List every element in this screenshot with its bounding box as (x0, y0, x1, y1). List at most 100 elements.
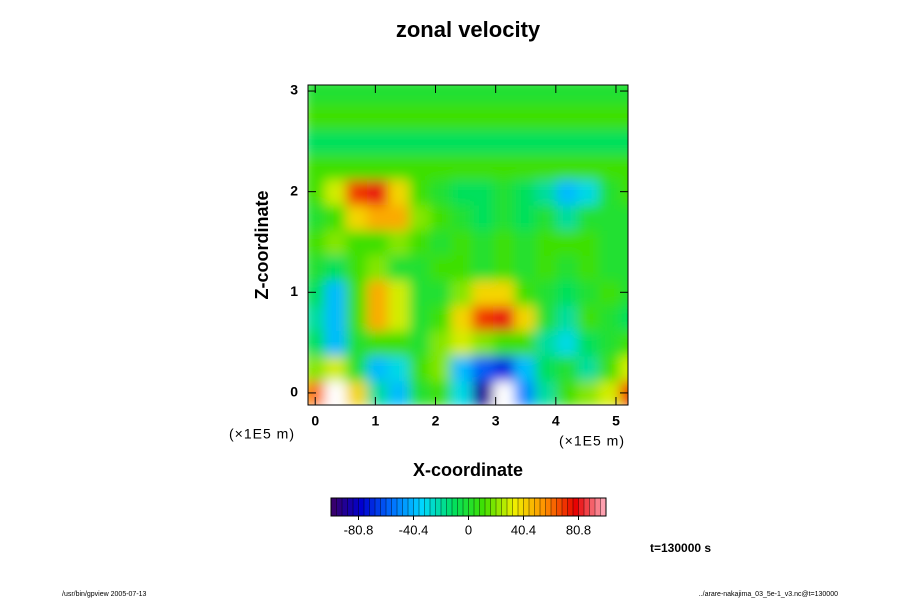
heat-cell (493, 102, 517, 130)
heatmap (308, 85, 628, 405)
heat-cell (535, 203, 559, 231)
heat-cell (451, 253, 475, 281)
heat-cell (514, 329, 538, 357)
heat-cell (556, 278, 580, 306)
heat-cell (308, 102, 327, 130)
heat-cell (430, 329, 454, 357)
heat-cell (472, 253, 496, 281)
colorbar-segment (452, 498, 458, 516)
heat-cell (430, 253, 454, 281)
heat-cell (408, 228, 433, 256)
heat-cell (366, 178, 390, 206)
heat-cell (345, 228, 369, 256)
heat-cell (430, 203, 454, 231)
heat-cell (366, 127, 390, 155)
y-tick-label: 1 (290, 283, 298, 299)
heat-cell (451, 228, 475, 256)
heat-cell (556, 178, 580, 206)
heat-cell (472, 203, 496, 231)
heat-cell (577, 253, 601, 281)
heat-cell (472, 354, 496, 382)
colorbar-segment (446, 498, 453, 516)
heat-cell (556, 354, 580, 382)
colorbar-segment (358, 498, 365, 516)
heat-cell (535, 354, 559, 382)
x-unit: (×1E5 m) (559, 433, 625, 449)
heat-cell (408, 178, 433, 206)
heat-cell (408, 303, 433, 332)
heat-cell (430, 178, 454, 206)
heat-cell (451, 178, 475, 206)
colorbar-segment (534, 498, 541, 516)
heat-cell (556, 253, 580, 281)
colorbar-tick-label: 40.4 (511, 522, 536, 537)
heat-cell (366, 303, 390, 332)
heat-cell (577, 303, 601, 332)
heat-cell (577, 228, 601, 256)
heat-cell (366, 85, 390, 105)
colorbar-segment (380, 498, 387, 516)
heat-cell (387, 178, 411, 206)
x-tick-label: 3 (492, 413, 500, 429)
colorbar-segment (342, 498, 348, 516)
heat-cell (472, 303, 496, 332)
heat-cell (514, 354, 538, 382)
heat-cell (556, 303, 580, 332)
heat-cell (514, 228, 538, 256)
heat-cell (324, 253, 348, 281)
colorbar-segment (364, 498, 370, 516)
heat-cell (345, 303, 369, 332)
heat-cell (598, 203, 622, 231)
heat-cell (366, 152, 390, 181)
heat-cell (472, 152, 496, 181)
heat-cell (324, 329, 348, 357)
colorbar-segment (397, 498, 403, 516)
heat-cell (387, 203, 411, 231)
heat-cell (451, 278, 475, 306)
heat-cell (308, 379, 327, 405)
heat-cell (535, 85, 559, 105)
heat-cell (619, 203, 628, 231)
heat-cell (514, 278, 538, 306)
colorbar-tick-label: -40.4 (399, 522, 429, 537)
colorbar-segment (375, 498, 381, 516)
heat-cell (535, 228, 559, 256)
heat-cell (619, 379, 628, 405)
colorbar-segment (523, 498, 530, 516)
heat-cell (430, 102, 454, 130)
heat-cell (451, 379, 475, 405)
heat-cell (514, 102, 538, 130)
heat-cell (472, 278, 496, 306)
heat-cell (598, 354, 622, 382)
heat-cell (324, 303, 348, 332)
colorbar-segment (589, 498, 596, 516)
heat-cell (598, 127, 622, 155)
plot-area (308, 85, 628, 405)
footer-right: ../arare-nakajima_03_5e-1_v3.nc@t=130000 (699, 591, 838, 598)
colorbar-segment (474, 498, 480, 516)
time-label: t=130000 s (650, 541, 711, 555)
heat-cell (619, 85, 628, 105)
heat-cell (472, 228, 496, 256)
heat-cell (577, 203, 601, 231)
heat-cell (577, 329, 601, 357)
heat-cell (514, 253, 538, 281)
heat-cell (408, 127, 433, 155)
heat-cell (535, 379, 559, 405)
colorbar-segment (496, 498, 502, 516)
heat-cell (387, 85, 411, 105)
heat-cell (472, 379, 496, 405)
heat-cell (514, 203, 538, 231)
colorbar-segment (435, 498, 442, 516)
colorbar-segment (600, 498, 607, 516)
colorbar-segment (501, 498, 508, 516)
colorbar-segment (573, 498, 579, 516)
heat-cell (324, 278, 348, 306)
x-axis-label: X-coordinate (413, 460, 523, 480)
heat-cell (308, 152, 327, 181)
heat-cell (387, 278, 411, 306)
heat-cell (308, 253, 327, 281)
heat-cell (493, 278, 517, 306)
heat-cell (577, 278, 601, 306)
heat-cell (345, 278, 369, 306)
